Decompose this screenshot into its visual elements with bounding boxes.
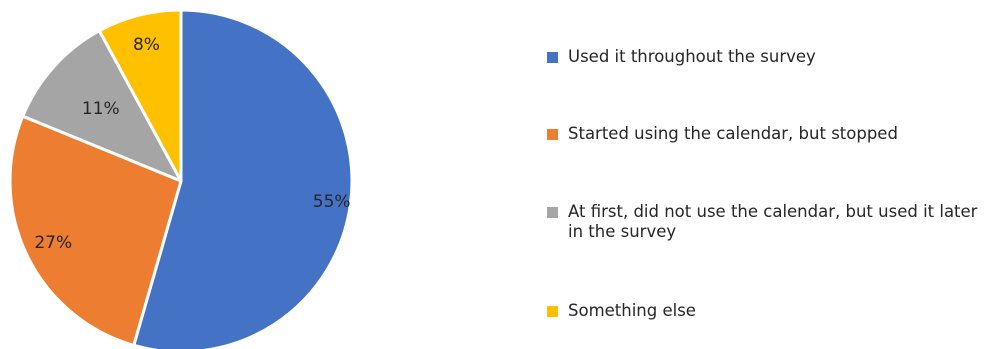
legend-label: Used it throughout the survey: [568, 47, 816, 66]
legend-label: Something else: [568, 301, 696, 320]
pie-slice-something-else: [97, 8, 183, 183]
pie-slice-used-throughout: [132, 8, 354, 349]
legend-swatch: [547, 129, 558, 140]
legend-swatch: [547, 52, 558, 63]
legend-item-used-later: At first, did not use the calendar, but …: [547, 202, 988, 242]
data-label-started-then-stopped: 27%: [34, 233, 72, 253]
data-label-used-later: 11%: [82, 99, 120, 119]
chart-legend: Used it throughout the survey Started us…: [547, 0, 997, 349]
legend-item-used-throughout: Used it throughout the survey: [547, 47, 988, 67]
legend-swatch: [547, 306, 558, 317]
data-label-used-throughout: 55%: [313, 192, 351, 212]
legend-label: At first, did not use the calendar, but …: [568, 202, 978, 241]
legend-item-started-then-stopped: Started using the calendar, but stopped: [547, 124, 988, 144]
data-label-something-else: 8%: [133, 35, 160, 55]
pie-slice-started-then-stopped: [8, 114, 183, 347]
legend-item-something-else: Something else: [547, 301, 988, 321]
legend-swatch: [547, 207, 558, 218]
legend-label: Started using the calendar, but stopped: [568, 124, 898, 143]
pie-slice-used-later: [21, 29, 183, 183]
